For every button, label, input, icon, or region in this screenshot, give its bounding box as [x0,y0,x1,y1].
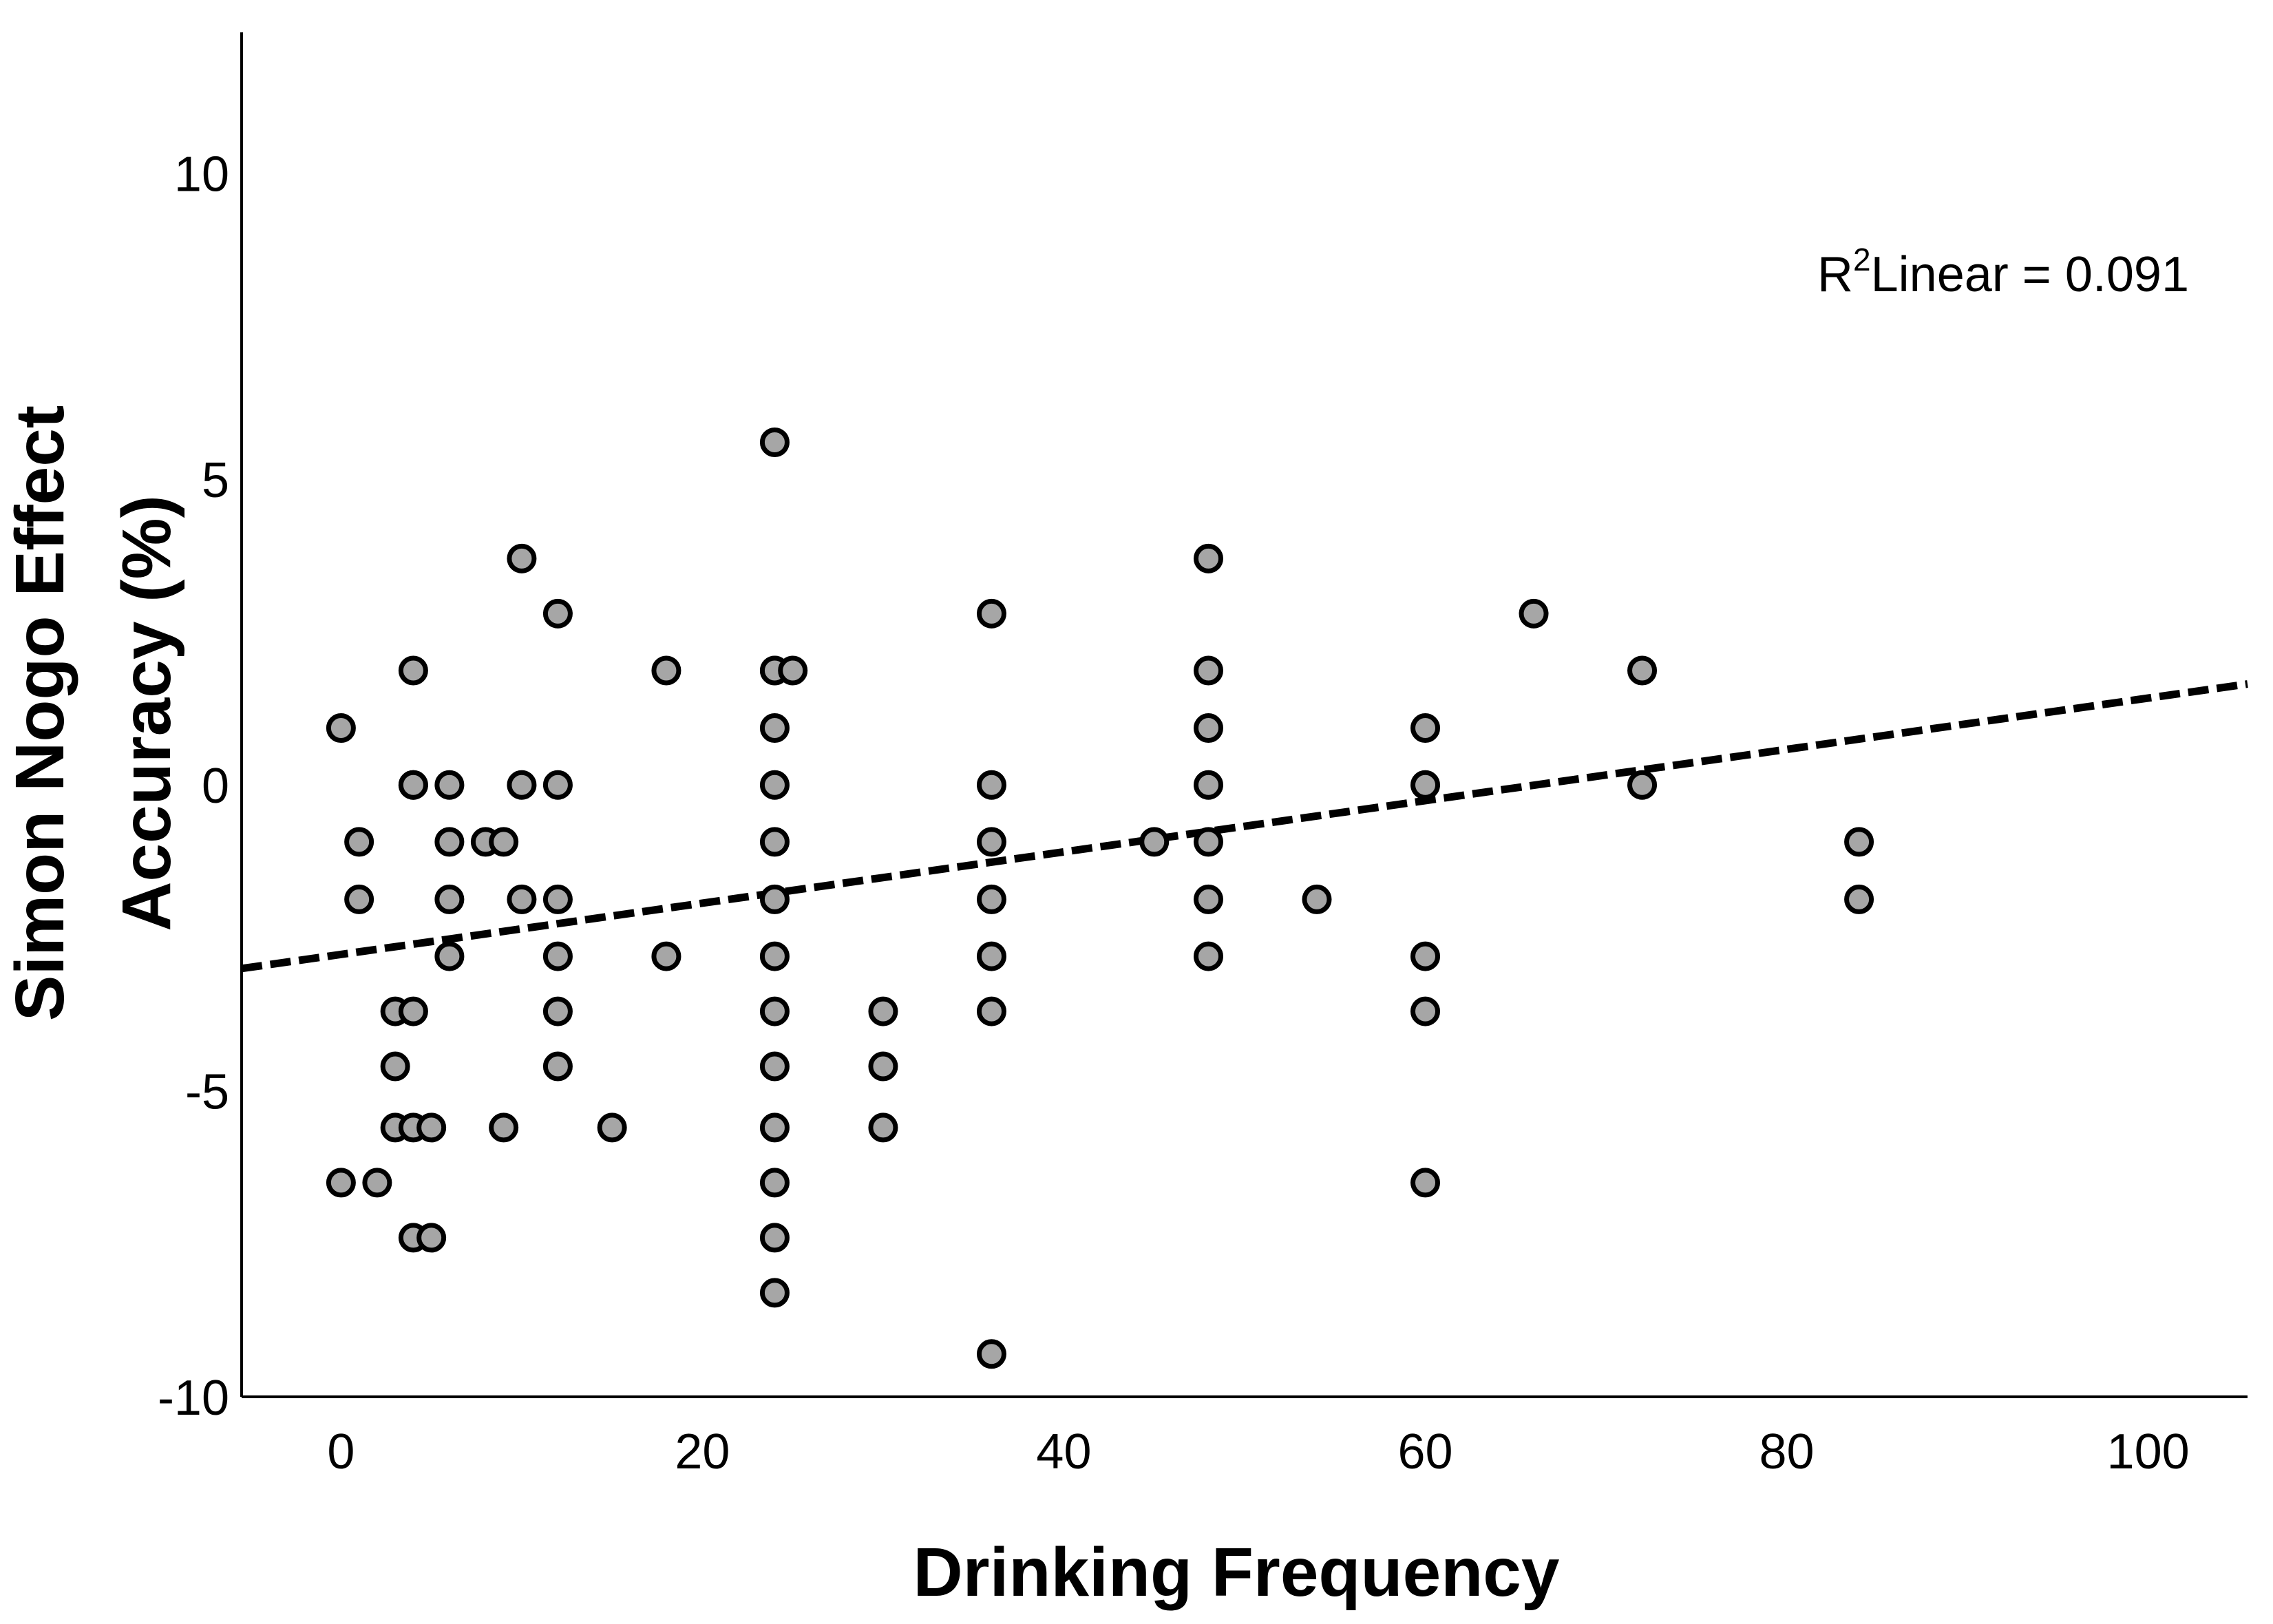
data-point [542,1051,573,1082]
data-point [1193,713,1223,744]
data-point [976,827,1006,857]
data-point [759,827,790,857]
data-point [326,713,356,744]
data-point [759,770,790,800]
data-point [380,1051,410,1082]
data-point [1193,655,1223,686]
data-point [398,996,428,1026]
data-point [434,884,465,914]
y-tick-label: -10 [158,1371,229,1426]
data-point [542,941,573,971]
y-axis-title-line1: Simon Nogo Effect [1,405,78,1021]
data-point [976,1339,1006,1369]
regression-line [241,680,2248,973]
data-point [1410,996,1441,1026]
data-point [778,655,808,686]
data-point [868,1112,898,1143]
data-point [542,598,573,629]
x-tick-label: 40 [1036,1424,1091,1479]
data-point [489,827,519,857]
data-point [759,1223,790,1253]
data-point [976,598,1006,629]
axes-group [240,32,2248,1398]
data-point [362,1168,392,1198]
data-point [1410,941,1441,971]
data-point [416,1223,447,1253]
data-point [1410,1168,1441,1198]
y-tick-label: 0 [202,759,229,814]
data-point [1193,884,1223,914]
data-point [868,1051,898,1082]
data-point [1627,655,1658,686]
data-point [868,996,898,1026]
data-point [759,884,790,914]
data-point [651,655,681,686]
data-point [542,996,573,1026]
x-tick-label: 20 [675,1424,730,1479]
data-point [1410,770,1441,800]
x-axis-title: Drinking Frequency [913,1534,1559,1611]
r-squared-suffix: Linear = 0.091 [1871,247,2189,302]
data-point [507,884,537,914]
data-point [759,713,790,744]
r-squared-annotation: R2Linear = 0.091 [1817,242,2189,302]
data-point [489,1112,519,1143]
x-tick-label: 0 [327,1424,355,1479]
data-point [1193,941,1223,971]
data-point [434,941,465,971]
data-point [1193,543,1223,573]
data-point [344,884,374,914]
data-point [1302,884,1332,914]
data-point [542,884,573,914]
data-point [1193,770,1223,800]
y-tick-label: 5 [202,453,229,508]
data-point [434,827,465,857]
data-point [651,941,681,971]
data-point [1193,827,1223,857]
data-point [1410,713,1441,744]
data-point [1519,598,1549,629]
y-tick-labels-group: -10 -5 0 5 10 [158,147,229,1426]
r-squared-superscript: 2 [1853,242,1871,277]
x-tick-labels-group: 0 20 40 60 80 100 [327,1424,2189,1479]
data-point [976,941,1006,971]
y-tick-label: -5 [185,1065,229,1120]
data-point [759,427,790,457]
regression-line-group [241,680,2248,973]
data-point [1627,770,1658,800]
x-tick-label: 60 [1397,1424,1452,1479]
data-point [976,884,1006,914]
data-point [1139,827,1170,857]
data-point [398,655,428,686]
data-point [416,1112,447,1143]
y-tick-label: 10 [174,147,229,202]
x-tick-label: 80 [1759,1424,1815,1479]
data-point [759,996,790,1026]
data-point [976,770,1006,800]
data-point [597,1112,627,1143]
data-points-group [326,427,1874,1369]
x-tick-label: 100 [2107,1424,2190,1479]
data-point [542,770,573,800]
data-point [507,543,537,573]
data-point [759,1168,790,1198]
data-point [434,770,465,800]
data-point [398,770,428,800]
data-point [1844,827,1874,857]
data-point [326,1168,356,1198]
data-point [1844,884,1874,914]
y-axis-title-line2: Accuracy (%) [108,495,185,931]
data-point [759,1051,790,1082]
data-point [759,941,790,971]
data-point [759,1278,790,1308]
data-point [759,1112,790,1143]
data-point [507,770,537,800]
r-squared-prefix: R [1817,247,1853,302]
data-point [344,827,374,857]
data-point [976,996,1006,1026]
